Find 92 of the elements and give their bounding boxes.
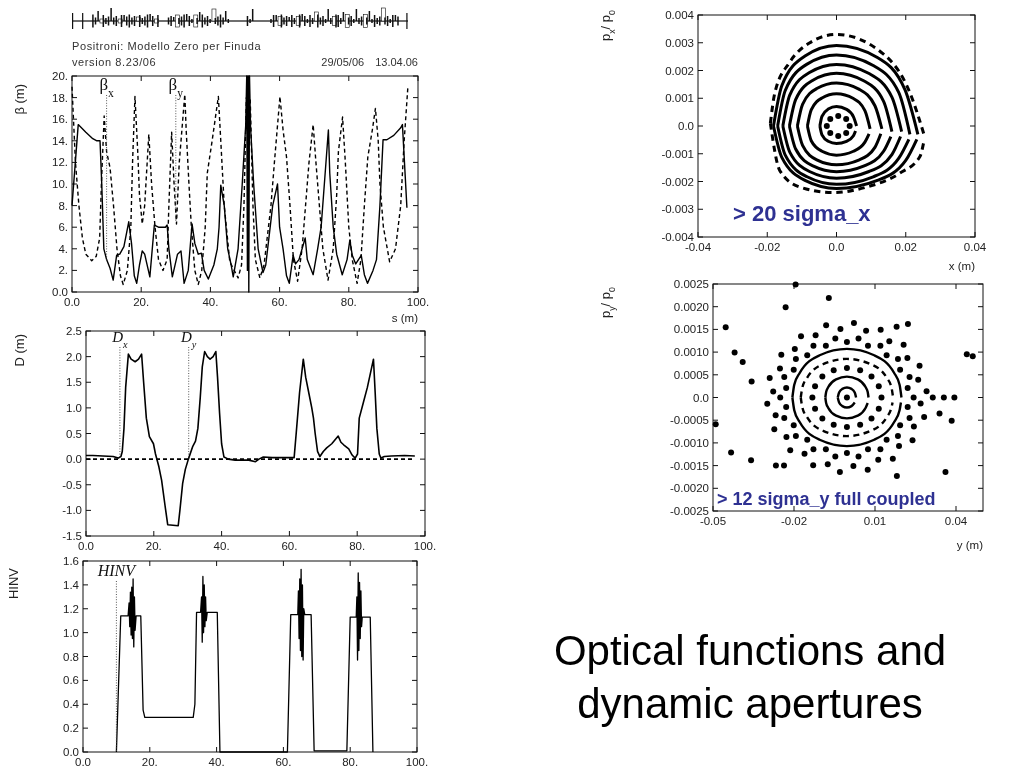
y-tick-label: 0.004 — [665, 9, 695, 22]
y-tick-label: 1.6 — [63, 555, 79, 568]
annotation: β$_{x}$ — [99, 75, 115, 100]
x-tick-label: 100. — [405, 756, 429, 768]
x-tick-label: 20. — [145, 540, 162, 552]
text: 29/05/06 13.04.06 — [321, 56, 418, 68]
x-tick-label: -0.04 — [684, 241, 712, 253]
y-tick-label: -0.001 — [661, 147, 694, 160]
y-tick-label: 1.5 — [66, 376, 82, 389]
y-tick-label: 0.002 — [665, 64, 694, 77]
y-tick-label: 2.0 — [66, 350, 82, 363]
y-tick-label: 0.0025 — [673, 278, 709, 291]
annotation: β$_{y}$ — [168, 75, 184, 100]
y-tick-label: -0.0015 — [669, 459, 709, 472]
y-tick-label: 12. — [52, 156, 68, 169]
annotation: D$_{y}$ — [180, 329, 197, 350]
y-tick-label: 0.5 — [66, 427, 82, 440]
x-tick-label: 80. — [342, 756, 359, 768]
y-tick-label: 0.0020 — [673, 300, 709, 313]
x-tick-label: -0.05 — [699, 515, 727, 527]
x-tick-label: 0.04 — [963, 241, 987, 253]
y-tick-label: -0.0025 — [669, 505, 709, 518]
x-tick-label: 40. — [213, 540, 230, 552]
x-tick-label: 60. — [271, 296, 288, 308]
annotation: D$_{x}$ — [111, 329, 129, 350]
y-tick-label: 1.0 — [66, 401, 82, 414]
x-tick-label: 20. — [141, 756, 158, 768]
text: Optical functions and dynamic apertures — [553, 627, 947, 727]
y-tick-label: 1.4 — [63, 578, 80, 591]
y-tick-label: 1.0 — [63, 626, 79, 639]
annotation: > 20 sigma_x — [733, 201, 872, 226]
y-tick-label: -0.0020 — [669, 482, 709, 495]
x-tick-label: 0.02 — [894, 241, 917, 253]
y-tick-label: 8. — [58, 199, 68, 212]
x-tick-label: 40. — [202, 296, 219, 308]
y-tick-label: 0.0 — [63, 746, 79, 759]
y-tick-label: -1.0 — [62, 504, 82, 517]
chart-subtitle: version 8.23/06 — [72, 56, 157, 68]
x-tick-label: -0.02 — [754, 241, 781, 253]
y-tick-label: -0.002 — [661, 175, 694, 188]
y-tick-label: 0.0 — [52, 286, 68, 299]
x-tick-label: 80. — [349, 540, 366, 552]
y-tick-label: 20. — [52, 70, 68, 83]
y-tick-label: 0.003 — [665, 36, 694, 49]
y-tick-label: 0.0 — [693, 391, 709, 404]
y-tick-label: 0.0005 — [673, 368, 709, 381]
x-tick-label: 40. — [208, 756, 225, 768]
y-tick-label: 0.001 — [665, 92, 694, 105]
y-tick-label: 0.0015 — [673, 323, 709, 336]
y-axis-title: D (m) — [12, 334, 27, 367]
x-axis-title: x (m) — [948, 260, 976, 272]
y-tick-label: 2. — [58, 264, 68, 277]
y-tick-label: 0.2 — [63, 722, 79, 735]
y-tick-label: 14. — [52, 134, 68, 147]
y-axis-title: β (m) — [12, 84, 27, 115]
annotation: HINV — [96, 562, 138, 579]
x-tick-label: 80. — [340, 296, 357, 308]
x-tick-label: 60. — [275, 756, 292, 768]
y-axis-title: HINV — [6, 567, 21, 600]
y-tick-label: -0.003 — [661, 203, 694, 216]
x-tick-label: 0.0 — [75, 756, 91, 768]
y-tick-label: 6. — [58, 221, 68, 234]
y-tick-label: -0.004 — [661, 231, 695, 244]
annotation: > 12 sigma_y full coupled — [717, 489, 936, 509]
x-tick-label: 0.0 — [78, 540, 94, 552]
x-tick-label: 60. — [281, 540, 298, 552]
x-tick-label: 0.01 — [863, 515, 887, 527]
x-tick-label: 100. — [406, 296, 430, 308]
y-tick-label: 10. — [52, 178, 68, 191]
y-tick-label: 0.6 — [63, 674, 79, 687]
y-tick-label: -0.0005 — [669, 414, 709, 427]
y-tick-label: 0.8 — [63, 650, 79, 663]
y-tick-label: 0.0 — [66, 453, 82, 466]
y-tick-label: 0.0 — [678, 120, 694, 133]
x-axis-title: s (m) — [391, 312, 419, 324]
y-tick-label: -0.0010 — [669, 436, 709, 449]
x-tick-label: 0.04 — [944, 515, 968, 527]
chart-title: Positroni: Modello Zero per Finuda — [72, 40, 262, 52]
y-tick-label: 18. — [52, 91, 68, 104]
y-tick-label: 4. — [58, 242, 68, 255]
x-axis-title: y (m) — [956, 539, 984, 551]
x-tick-label: 100. — [413, 540, 437, 552]
x-tick-label: 20. — [133, 296, 150, 308]
y-tick-label: 2.5 — [66, 325, 82, 338]
y-tick-label: -1.5 — [62, 530, 82, 543]
x-tick-label: -0.02 — [780, 515, 808, 527]
x-tick-label: 0.0 — [828, 241, 845, 253]
y-tick-label: 0.4 — [63, 698, 80, 711]
y-tick-label: 1.2 — [63, 602, 79, 615]
y-tick-label: 0.0010 — [673, 346, 709, 359]
y-tick-label: 16. — [52, 113, 68, 126]
y-tick-label: -0.5 — [62, 478, 82, 491]
